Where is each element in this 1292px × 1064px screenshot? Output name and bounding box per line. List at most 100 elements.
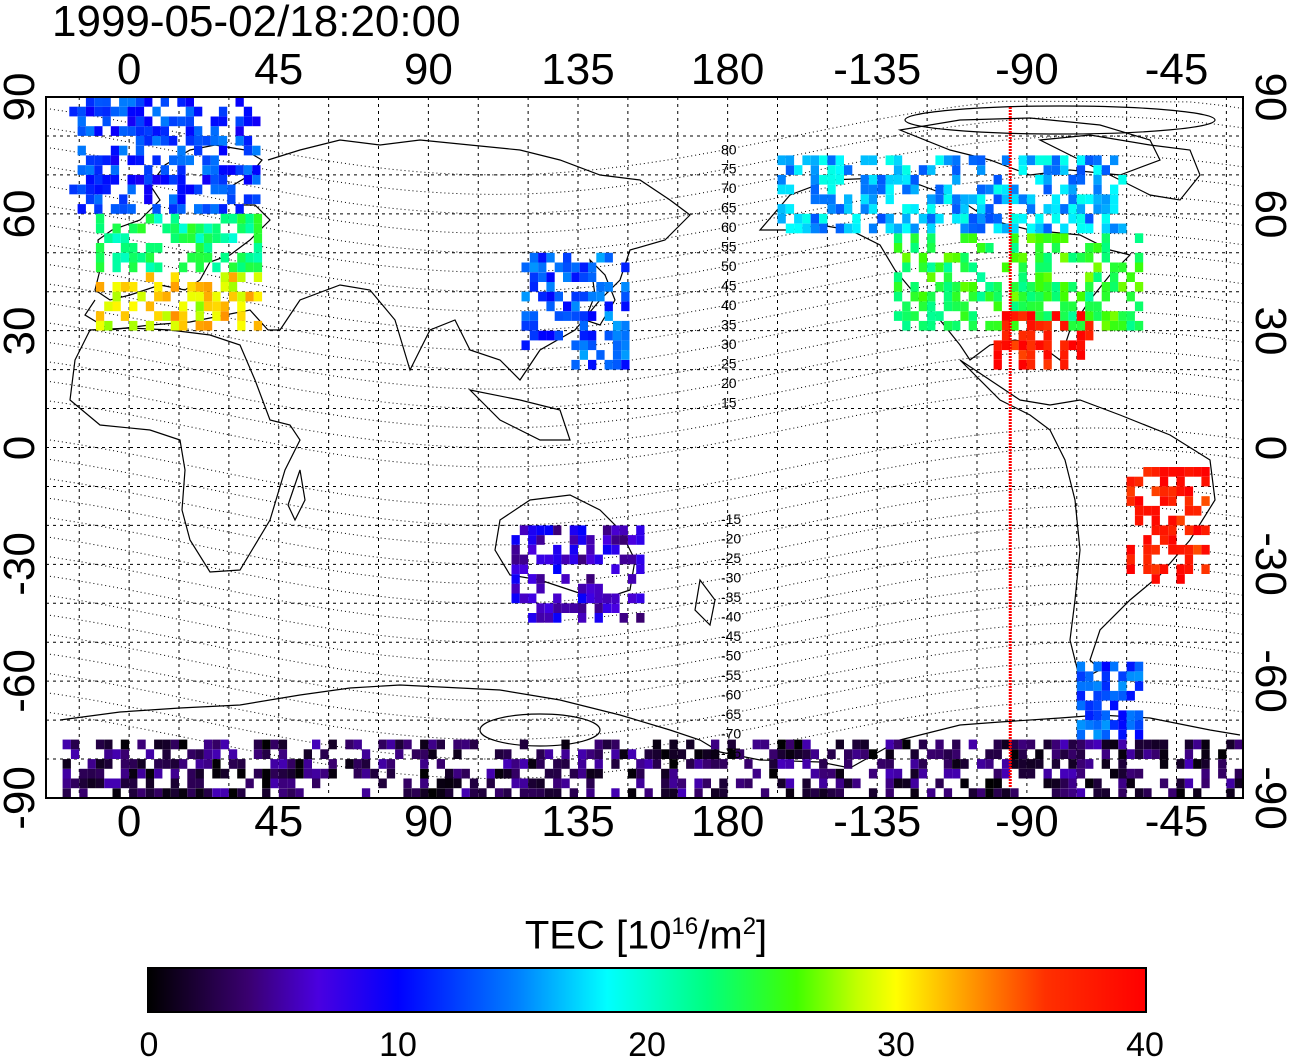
tec-cell <box>144 97 153 107</box>
tec-cell <box>604 301 613 312</box>
tec-cell <box>769 768 778 779</box>
tec-cell <box>569 768 578 779</box>
tec-cell <box>253 262 263 273</box>
tec-cell <box>885 194 894 205</box>
contour-label: -55 <box>721 667 741 683</box>
tec-cell <box>694 778 703 789</box>
tec-cell <box>95 282 105 292</box>
tec-cell <box>636 554 645 565</box>
tec-cell <box>1018 768 1027 779</box>
tec-cell <box>1151 515 1160 526</box>
tec-cell <box>378 778 387 789</box>
tec-cell <box>203 739 213 750</box>
tec-cell <box>604 252 613 263</box>
tec-cell <box>203 233 213 243</box>
tec-cell <box>77 116 86 127</box>
tec-cell <box>1126 476 1135 487</box>
tec-cell <box>868 788 878 798</box>
tec-cell <box>137 739 146 750</box>
tec-cell <box>1126 671 1135 682</box>
tec-cell <box>810 223 819 234</box>
tec-cell <box>1043 204 1052 214</box>
tec-cell <box>162 223 171 234</box>
tec-cell <box>985 759 994 769</box>
tec-cell <box>1060 282 1069 292</box>
tec-cell <box>135 155 145 166</box>
tec-cell <box>553 768 562 779</box>
tec-cell <box>943 768 953 779</box>
tec-cell <box>611 739 620 750</box>
tec-cell <box>528 613 537 623</box>
tec-cell <box>602 593 612 604</box>
tec-cell <box>1134 301 1144 312</box>
tec-cell <box>270 739 279 750</box>
tec-cell <box>245 291 254 302</box>
tec-cell <box>160 135 169 146</box>
tec-cell <box>952 282 961 292</box>
tec-cell <box>120 282 130 292</box>
tec-cell <box>102 106 111 117</box>
tec-cell <box>1060 768 1069 779</box>
tec-cell <box>245 223 254 234</box>
tec-cell <box>228 788 238 798</box>
tec-cell <box>1068 301 1077 312</box>
tec-cell <box>538 291 547 302</box>
magnetic-contour <box>45 641 1244 721</box>
tec-cell <box>154 739 163 750</box>
tec-cell <box>120 243 130 253</box>
tec-cell <box>110 126 120 136</box>
tec-cell <box>262 739 271 750</box>
tec-cell <box>612 340 622 351</box>
tec-cell <box>195 262 204 273</box>
tec-cell <box>252 165 261 175</box>
tec-cell <box>993 282 1002 292</box>
tec-cell <box>511 544 520 555</box>
tec-cell <box>278 759 288 769</box>
tec-cell <box>519 788 529 798</box>
tec-cell <box>1060 165 1069 175</box>
tec-cell <box>702 778 711 789</box>
tec-cell <box>752 739 761 750</box>
tec-cell <box>571 311 580 321</box>
tec-cell <box>1068 252 1077 263</box>
tec-cell <box>1110 311 1119 321</box>
tec-cell <box>579 340 588 351</box>
contour-label: -15 <box>721 511 741 527</box>
tec-cell <box>295 759 304 769</box>
tec-cell <box>1168 525 1177 536</box>
tec-cell <box>611 525 620 536</box>
tec-cell <box>345 759 354 769</box>
tec-cell <box>785 184 795 195</box>
tec-cell <box>579 311 588 321</box>
tec-cell <box>612 320 622 331</box>
tec-cell <box>135 106 145 117</box>
tec-cell <box>1110 320 1119 331</box>
tec-cell <box>295 768 304 779</box>
tec-cell <box>212 759 221 769</box>
tec-cell <box>1101 223 1110 234</box>
tec-cell <box>777 213 786 224</box>
tec-cell <box>278 778 288 789</box>
tec-cell <box>1018 165 1027 175</box>
tec-cell <box>1118 282 1127 292</box>
tec-cell <box>1085 710 1094 721</box>
tec-cell <box>827 165 836 175</box>
tec-cell <box>145 262 155 273</box>
contour-label: 20 <box>721 375 737 391</box>
tec-cell <box>1076 671 1086 682</box>
tec-cell <box>612 330 622 341</box>
tec-cell <box>129 282 138 292</box>
tec-cell <box>528 574 537 584</box>
tec-cell <box>985 788 994 798</box>
tec-cell <box>1051 213 1061 224</box>
tec-cell <box>1010 320 1019 331</box>
tec-cell <box>312 778 321 789</box>
magnetic-contour <box>45 446 1244 526</box>
tec-cell <box>621 282 630 292</box>
tec-cell <box>553 593 562 604</box>
tec-cell <box>918 291 928 302</box>
tec-cell <box>1201 525 1210 536</box>
tec-cell <box>1093 729 1102 740</box>
tec-cell <box>127 155 136 166</box>
tec-cell <box>1001 194 1011 205</box>
